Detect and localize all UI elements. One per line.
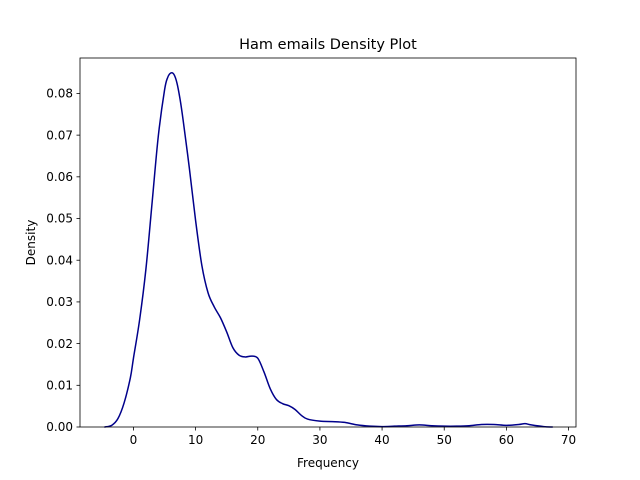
y-tick-label: 0.08 (46, 87, 73, 101)
chart-title: Ham emails Density Plot (239, 37, 417, 53)
x-tick-label: 60 (499, 433, 514, 447)
y-tick-label: 0.03 (46, 295, 73, 309)
x-tick-label: 10 (188, 433, 203, 447)
y-tick-label: 0.00 (46, 420, 73, 434)
y-tick-label: 0.01 (46, 379, 73, 393)
x-tick-label: 20 (250, 433, 265, 447)
x-tick-label: 70 (561, 433, 576, 447)
y-axis-title: Density (24, 220, 38, 266)
x-tick-label: 40 (374, 433, 389, 447)
x-tick-label: 30 (312, 433, 327, 447)
x-axis-title: Frequency (297, 456, 359, 470)
x-axis-ticks: 0 10 20 30 40 50 60 70 (130, 427, 576, 447)
y-tick-label: 0.04 (46, 253, 73, 267)
plot-area-frame (79, 57, 577, 428)
x-tick-label: 0 (130, 433, 138, 447)
x-tick-label: 50 (437, 433, 452, 447)
y-tick-label: 0.06 (46, 170, 73, 184)
y-tick-label: 0.05 (46, 212, 73, 226)
density-curve (104, 71, 554, 428)
y-tick-label: 0.07 (46, 128, 73, 142)
y-tick-label: 0.02 (46, 337, 73, 351)
y-axis-ticks: 0.00 0.01 0.02 0.03 0.04 0.05 0.06 0.07 0.08 (46, 87, 80, 434)
